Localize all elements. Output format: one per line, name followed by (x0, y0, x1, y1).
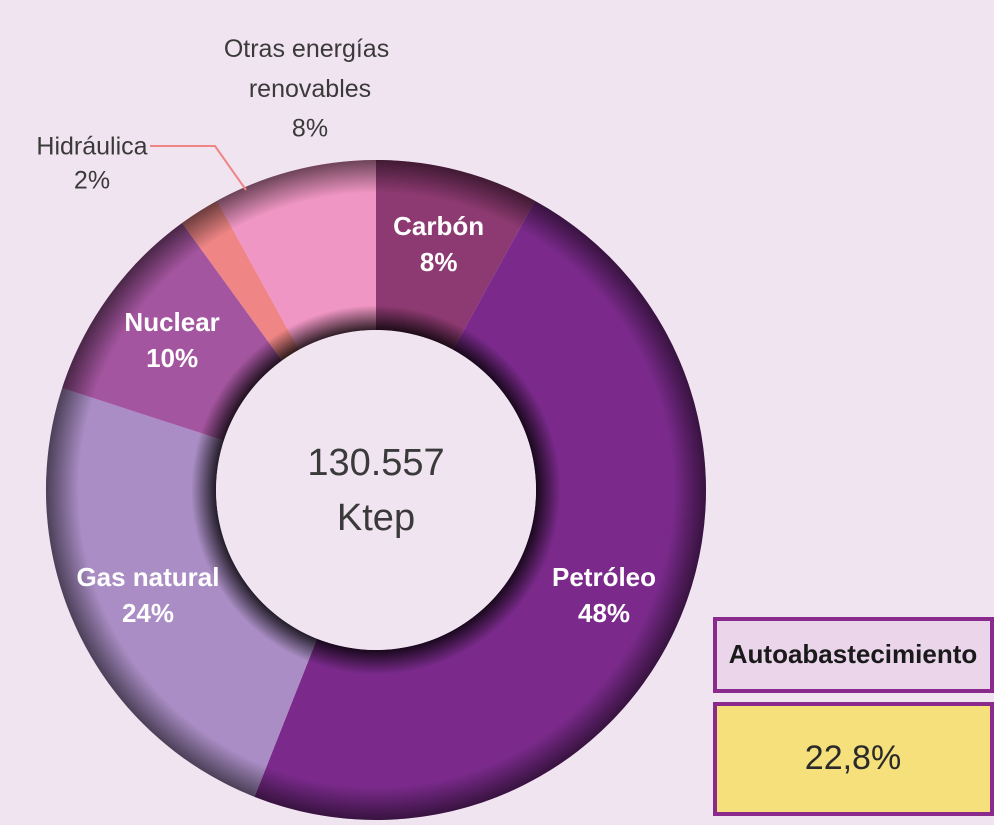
slice-label: Nuclear (124, 307, 219, 337)
slice-label: Gas natural (76, 562, 219, 592)
slice-value-label: 2% (74, 167, 110, 195)
box-header (713, 617, 994, 693)
slice-label: Otras energías renovables (224, 35, 396, 103)
center-unit: Ktep (337, 497, 415, 539)
leader-line (150, 145, 247, 191)
slice-value-label: 8% (420, 247, 458, 277)
slice-label: Hidráulica (36, 133, 147, 161)
donut-hole (216, 330, 536, 650)
slice-value-label: 10% (146, 343, 198, 373)
slice-value-label: 24% (122, 598, 174, 628)
box-label: Autoabastecimiento (729, 639, 978, 669)
box-value-frame (713, 702, 994, 816)
slice-value-label: 8% (292, 115, 328, 143)
ring-shade (45, 160, 706, 820)
slice-label: Carbón (393, 211, 484, 241)
box-value: 22,8% (805, 739, 901, 777)
center-value: 130.557 (307, 442, 444, 484)
slice-value-label: 48% (578, 598, 630, 628)
slice-label: Petróleo (552, 562, 656, 592)
